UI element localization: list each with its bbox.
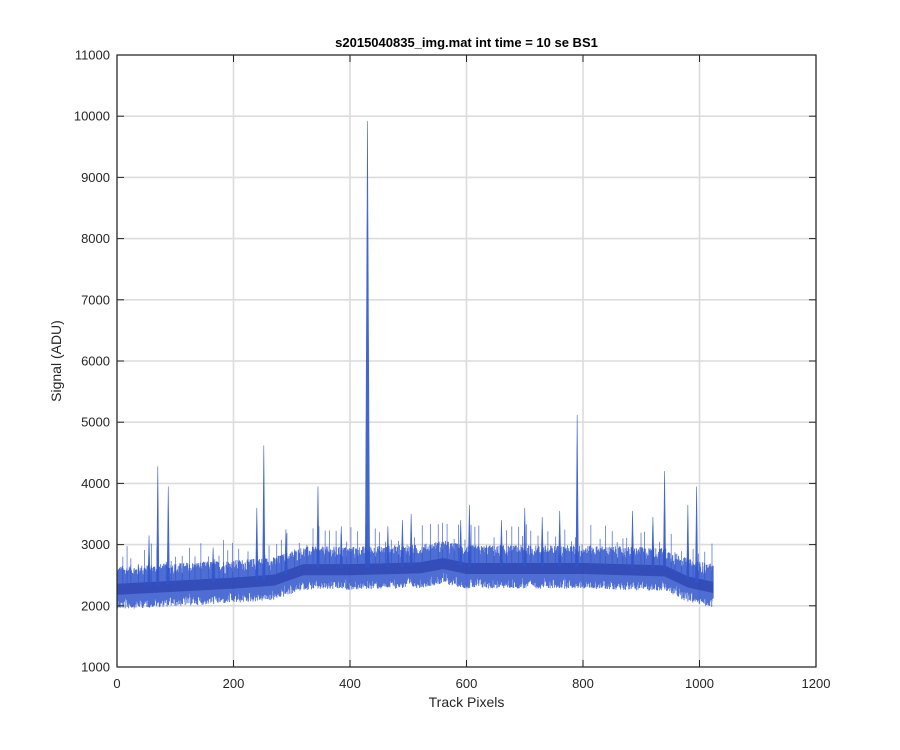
x-tick-label: 1000 [685,676,714,691]
y-tick-label: 9000 [81,170,110,185]
y-tick-label: 1000 [81,660,110,675]
spike-peak [316,486,320,569]
spike-peak [147,535,151,587]
spike-peak [339,526,343,569]
x-tick-label: 600 [456,676,478,691]
spike-peak [409,513,413,567]
spike-peak [255,507,259,580]
spike-peak [499,520,503,567]
x-tick-label: 0 [113,676,120,691]
x-tick-label: 1200 [802,676,831,691]
y-tick-label: 10000 [74,109,110,124]
y-tick-label: 4000 [81,476,110,491]
spike-peak [695,486,699,583]
y-tick-label: 5000 [81,415,110,430]
spike-peak [540,517,544,567]
spike-peak [400,520,404,567]
x-tick-label: 200 [223,676,245,691]
chart-title: s2015040835_img.mat int time = 10 se BS1 [335,35,598,50]
spike-peak [686,504,690,581]
spike-peak [558,510,562,567]
spike-peak [467,504,471,567]
x-axis-label: Track Pixels [429,694,505,710]
spike-peak [211,547,215,583]
spike-peak [459,520,463,566]
x-tick-label: 400 [339,676,361,691]
spike-peak [523,507,527,567]
y-tick-label: 8000 [81,231,110,246]
signal-series [116,121,714,610]
spike-peak [651,517,655,570]
spike-peak [364,121,370,568]
spike-peak [284,529,288,575]
y-tick-label: 2000 [81,598,110,613]
y-tick-label: 11000 [75,48,110,63]
spike-peak [156,466,160,586]
x-tick-label: 800 [572,676,594,691]
spike-peak [663,471,667,570]
y-axis-label: Signal (ADU) [48,320,64,402]
spike-peak [386,526,390,568]
y-tick-label: 3000 [81,537,110,552]
spike-peak [575,414,579,567]
spike-peak [166,486,170,586]
y-tick-label: 7000 [81,292,110,307]
tick-marks: 0 200 400 600 800 1000 1200 1000 2000 3000 4000 500… [74,48,831,692]
spike-peak [262,445,266,580]
y-tick-label: 6000 [81,354,110,369]
spike-peak [631,510,635,569]
